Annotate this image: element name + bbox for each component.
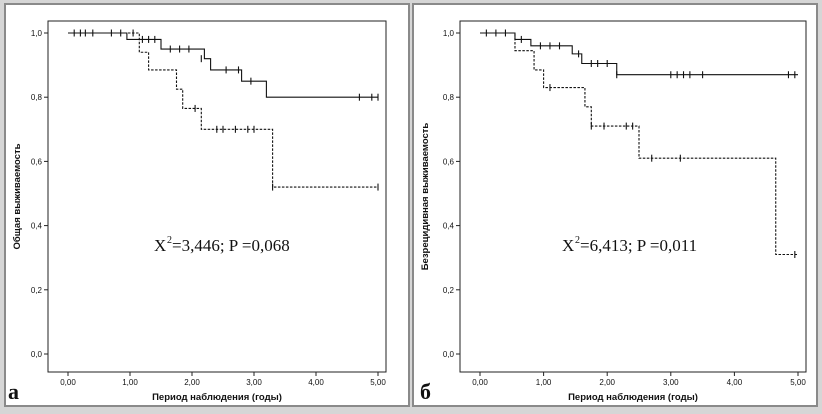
x-tick-label: 0,00 (472, 378, 488, 387)
x-tick-label: 3,00 (246, 378, 262, 387)
y-tick-label: 0,2 (31, 286, 43, 295)
x-axis-label: Период наблюдения (годы) (568, 392, 698, 403)
stat-annotation: =6,413; P =0,011 (580, 236, 697, 255)
stat-annotation: =3,446; P =0,068 (172, 236, 290, 255)
y-tick-label: 0,6 (443, 157, 455, 166)
survival-curve-dashed (68, 32, 378, 188)
survival-curve-dashed (480, 32, 798, 256)
chi-symbol: X (562, 236, 574, 255)
panel-a-frame: 0,0 0,2 0,4 0,6 0,8 1,0 0,00 1,00 2,00 3,00 4,00 5,… (4, 3, 410, 407)
y-tick-label: 0,8 (443, 93, 455, 102)
panel-letter: б (420, 379, 431, 404)
y-tick-label: 0,6 (31, 157, 43, 166)
plot-area (47, 20, 387, 373)
x-tick-label: 4,00 (308, 378, 324, 387)
y-tick-label: 1,0 (31, 29, 43, 38)
x-tick-label: 4,00 (727, 378, 743, 387)
x-tick-label: 2,00 (599, 378, 615, 387)
y-tick-label: 1,0 (443, 29, 455, 38)
x-axis-label: Период наблюдения (годы) (152, 392, 282, 403)
x-tick-label: 3,00 (663, 378, 679, 387)
y-tick-label: 0,8 (31, 93, 43, 102)
x-tick-label: 0,00 (60, 378, 76, 387)
x-tick-label: 2,00 (184, 378, 200, 387)
y-tick-label: 0,0 (443, 350, 455, 359)
x-tick-label: 5,00 (790, 378, 806, 387)
plot-area (459, 20, 807, 373)
y-tick-label: 0,2 (443, 286, 455, 295)
km-chart-a: 0,0 0,2 0,4 0,6 0,8 1,0 0,00 1,00 2,00 3,00 4,00 5,… (8, 20, 387, 404)
y-axis-label: Безрецидивная выживаемость (420, 123, 431, 271)
km-chart-b: 0,0 0,2 0,4 0,6 0,8 1,0 0,00 1,00 2,00 3,00 4,00 5,… (420, 20, 807, 404)
y-axis-label: Общая выживаемость (12, 143, 23, 249)
chi-symbol: X (154, 236, 166, 255)
y-tick-label: 0,0 (31, 350, 43, 359)
panel-letter: а (8, 379, 19, 404)
chi-power: 2 (575, 235, 580, 246)
chi-power: 2 (167, 235, 172, 246)
x-tick-label: 1,00 (122, 378, 138, 387)
survival-curve-solid (68, 32, 378, 98)
panel-b-frame: 0,0 0,2 0,4 0,6 0,8 1,0 0,00 1,00 2,00 3,00 4,00 5,… (412, 3, 818, 407)
x-tick-label: 1,00 (536, 378, 552, 387)
y-tick-label: 0,4 (443, 222, 455, 231)
y-tick-label: 0,4 (31, 222, 43, 231)
x-tick-label: 5,00 (370, 378, 386, 387)
